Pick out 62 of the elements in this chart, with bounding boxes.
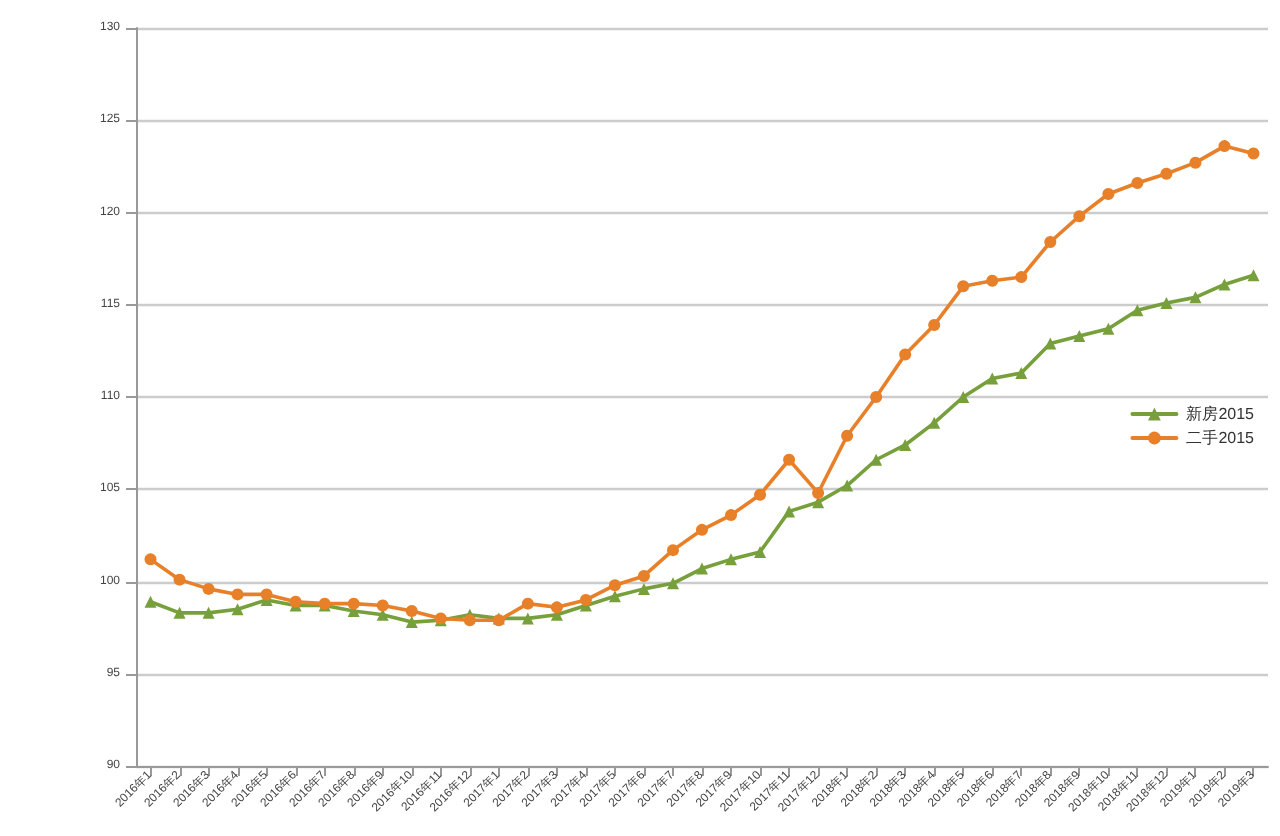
point [637,582,650,595]
point [1160,167,1173,180]
point [1247,147,1260,160]
point [376,599,389,612]
legend-label: 新房2015 [1186,405,1256,423]
point [231,603,244,616]
point [783,505,796,518]
point [725,553,738,566]
point [696,562,708,575]
point [899,438,912,451]
point [1102,188,1115,201]
point [696,523,708,536]
point [347,597,360,610]
point [144,553,157,566]
point [608,579,621,592]
point [579,593,592,606]
point [1218,278,1231,291]
point [463,614,476,627]
point [841,479,854,492]
point [1073,330,1086,343]
point [231,588,244,601]
point [1044,236,1057,249]
point [957,280,970,293]
point [754,488,767,501]
point [173,606,186,619]
legend-label: 二手2015 [1186,429,1256,447]
point [521,597,534,610]
point [986,372,999,385]
point [841,429,854,442]
point [783,453,796,466]
point [144,595,157,608]
point [173,573,186,586]
point [1015,367,1028,380]
point [725,509,738,522]
point [1247,269,1260,282]
point [260,588,273,601]
point [986,274,999,287]
point [1189,291,1202,304]
point [1131,176,1144,189]
point [550,601,563,614]
point [1189,156,1202,169]
point [754,545,767,558]
point [928,319,941,332]
point [637,569,650,582]
point [666,544,679,557]
point [521,612,534,625]
point [405,605,418,618]
point [1218,140,1231,153]
point [1015,271,1028,284]
point [1160,296,1173,309]
point [899,348,912,361]
point [608,590,621,603]
point [202,606,215,619]
point [1102,322,1115,335]
point [870,391,883,403]
point [928,416,941,429]
point [405,616,418,629]
point [1073,210,1086,223]
point [666,577,679,590]
point [202,582,215,595]
point [812,486,825,499]
point [1131,304,1144,317]
